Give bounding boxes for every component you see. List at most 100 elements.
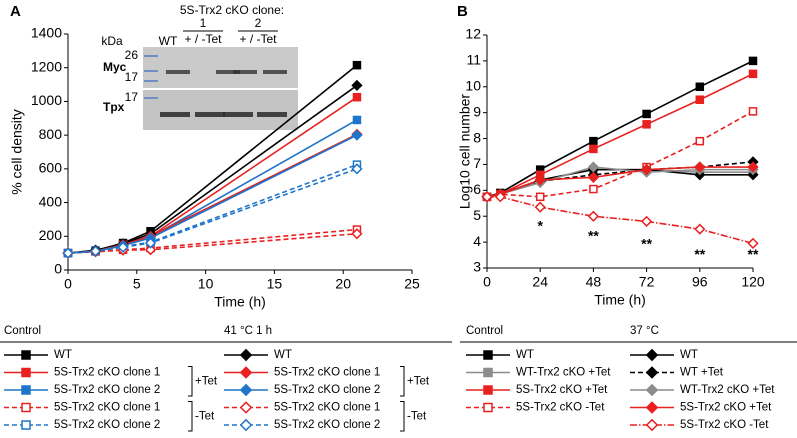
series-line	[486, 60, 754, 198]
marker	[351, 163, 363, 175]
legend-label: 5S-Trx2 cKO clone 1	[54, 402, 160, 414]
size-marker: 26	[125, 48, 139, 62]
marker	[694, 223, 706, 235]
marker	[483, 385, 493, 395]
band	[216, 70, 240, 74]
marker	[748, 56, 758, 66]
clone-label: 1	[200, 16, 207, 30]
marker	[239, 401, 253, 414]
clone-label: 2	[255, 16, 262, 30]
marker	[748, 69, 758, 79]
x-tick-label: 120	[741, 274, 765, 290]
y-tick-label: 8	[473, 129, 481, 145]
legend-label: 5S-Trx2 cKO clone 2	[274, 419, 380, 431]
marker	[351, 228, 363, 240]
legend-bracket-label: +Tet	[195, 375, 218, 387]
marker	[587, 161, 600, 173]
marker	[483, 350, 493, 360]
inset: 5S-Trx2 cKO clone:1 + / -Tet 2 + / -Tet kDa W…	[101, 3, 298, 130]
marker	[640, 164, 653, 176]
annotation: *	[537, 217, 543, 233]
marker	[640, 215, 653, 228]
marker	[144, 237, 157, 249]
marker	[589, 144, 598, 154]
marker	[352, 92, 362, 102]
marker	[535, 192, 545, 202]
legend-label: 5S-Trx2 cKO -Tet	[680, 419, 769, 431]
y-tick-label: 200	[39, 227, 63, 243]
marker	[351, 79, 363, 92]
legend-label: 5S-Trx2 cKO -Tet	[516, 402, 605, 414]
legend-label: 5S-Trx2 cKO clone 2	[54, 419, 160, 431]
chart: A 0 200 400 600 800 1000 1200 1400 0 5 10 15 20 25 Time…	[9, 3, 420, 310]
series-line	[67, 119, 358, 254]
y-tick-label: 11	[466, 52, 481, 68]
legend-label: WT	[54, 349, 72, 361]
legend-group-title: Control	[466, 325, 503, 337]
marker	[695, 95, 705, 104]
marker	[589, 184, 598, 194]
marker	[483, 402, 493, 413]
marker	[695, 136, 705, 146]
inset-title: 5S-Trx2 cKO clone:	[180, 3, 284, 17]
marker	[481, 191, 493, 203]
marker	[642, 109, 651, 119]
marker	[144, 244, 157, 256]
marker	[747, 161, 759, 173]
legend-label: 5S-Trx2 cKO clone 2	[54, 384, 160, 396]
legend-bracket-label: -Tet	[195, 410, 215, 422]
legend-label: WT	[680, 349, 698, 361]
annotation: **	[694, 246, 705, 262]
marker	[645, 383, 659, 397]
marker	[494, 191, 506, 203]
x-tick-label: 5	[133, 276, 141, 292]
legend-bracket	[400, 366, 405, 397]
y-tick-label: 7	[473, 155, 481, 171]
series-line	[486, 73, 754, 198]
marker	[117, 241, 129, 253]
legend: Control WT 5S-Trx2 cKO clone 1 5S-Trx2 cKO …	[0, 325, 452, 432]
x-tick-label: 72	[639, 274, 655, 290]
marker	[239, 383, 253, 397]
legend-label: 5S-Trx2 cKO clone 1	[54, 367, 160, 379]
marker	[587, 171, 600, 183]
x-tick-label: 20	[335, 276, 351, 292]
legend-group-title: 37 °C	[630, 325, 659, 337]
x-tick-label: 96	[692, 274, 708, 290]
series-line	[67, 163, 358, 254]
x-tick-label: 15	[267, 276, 283, 292]
legend-bracket	[188, 366, 193, 397]
marker	[89, 245, 102, 257]
ladder-band	[144, 70, 158, 72]
series-line	[67, 232, 358, 254]
y-tick-label: 6	[473, 181, 481, 197]
y-tick-label: 600	[39, 160, 63, 176]
band	[166, 70, 190, 74]
annotation: **	[748, 246, 759, 262]
marker	[62, 247, 74, 259]
marker	[747, 237, 759, 250]
band	[195, 112, 225, 117]
ladder-band	[144, 80, 158, 82]
size-marker: 17	[125, 70, 139, 84]
band	[160, 112, 190, 117]
marker	[534, 174, 546, 186]
marker	[483, 367, 493, 378]
legend-group-title: 41 °C 1 h	[224, 325, 272, 337]
y-tick-label: 4	[473, 233, 481, 249]
unit-label: kDa	[101, 34, 123, 48]
legend-label: 5S-Trx2 cKO +Tet	[516, 384, 608, 396]
band	[223, 112, 253, 117]
marker	[21, 385, 31, 395]
marker	[239, 348, 253, 362]
x-tick-label: 0	[483, 274, 491, 290]
band	[257, 112, 287, 117]
marker	[587, 210, 600, 222]
band	[233, 70, 257, 74]
y-tick-label: 1400	[31, 25, 62, 41]
legend-label: 5S-Trx2 cKO clone 1	[274, 367, 380, 379]
marker	[645, 348, 659, 362]
y-axis-title: % cell density	[9, 109, 25, 195]
y-tick-label: 1200	[31, 58, 62, 74]
